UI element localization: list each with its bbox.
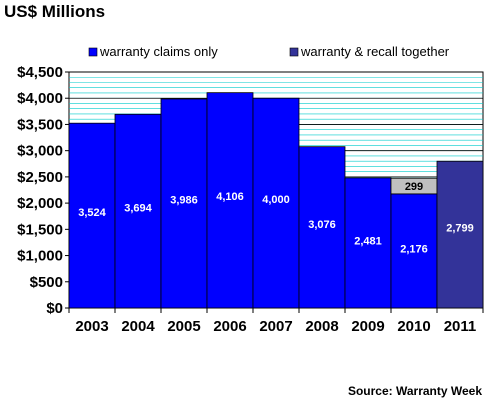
data-label: 4,000 bbox=[262, 194, 290, 206]
bar-claims-2010 bbox=[390, 193, 438, 309]
x-tick-label: 2011 bbox=[444, 318, 477, 335]
x-tick-label: 2008 bbox=[305, 318, 338, 335]
bar-claims-2005 bbox=[160, 98, 208, 309]
x-tick-label: 2007 bbox=[259, 318, 292, 335]
y-tick-label: $1,000 bbox=[17, 248, 63, 265]
x-tick-label: 2005 bbox=[167, 318, 200, 335]
legend-swatch-together bbox=[289, 47, 299, 57]
source-note: Source: Warranty Week bbox=[347, 384, 482, 398]
data-label: 2,176 bbox=[400, 244, 428, 256]
y-tick-label: $3,000 bbox=[17, 143, 63, 160]
data-label: 4,106 bbox=[216, 191, 244, 203]
bar-claims-2006 bbox=[206, 92, 254, 309]
data-label: 299 bbox=[405, 181, 423, 193]
y-tick-label: $2,000 bbox=[17, 195, 63, 212]
y-tick-label: $3,500 bbox=[17, 116, 63, 133]
data-label: 2,481 bbox=[354, 235, 382, 247]
x-tick-label: 2004 bbox=[121, 318, 155, 335]
bar-claims-2004 bbox=[114, 113, 162, 309]
data-label: 3,986 bbox=[170, 194, 198, 206]
bar-claims-2008 bbox=[298, 146, 346, 309]
bar-together-2011 bbox=[436, 160, 484, 309]
bar-claims-2007 bbox=[252, 97, 300, 309]
data-label: 2,799 bbox=[446, 222, 474, 234]
x-tick-label: 2003 bbox=[75, 318, 108, 335]
data-label: 3,694 bbox=[124, 202, 152, 214]
x-tick-label: 2006 bbox=[213, 318, 246, 335]
y-tick-label: $500 bbox=[30, 274, 63, 291]
y-tick-label: $1,500 bbox=[17, 221, 63, 238]
data-label: 3,524 bbox=[78, 207, 106, 219]
y-tick-label: $2,500 bbox=[17, 169, 63, 186]
y-tick-label: $4,500 bbox=[17, 64, 63, 81]
x-tick-label: 2010 bbox=[397, 318, 430, 335]
data-label: 3,076 bbox=[308, 219, 336, 231]
x-tick-label: 2009 bbox=[351, 318, 384, 335]
page-title: US$ Millions bbox=[4, 2, 106, 21]
y-tick-label: $4,000 bbox=[17, 90, 63, 107]
legend-label-together: warranty & recall together bbox=[300, 44, 450, 59]
bar-claims-2003 bbox=[68, 122, 116, 309]
y-tick-label: $0 bbox=[46, 300, 63, 317]
bar-claims-2009 bbox=[344, 177, 392, 309]
legend-label-claims: warranty claims only bbox=[99, 44, 218, 59]
legend-swatch-claims bbox=[88, 47, 98, 57]
